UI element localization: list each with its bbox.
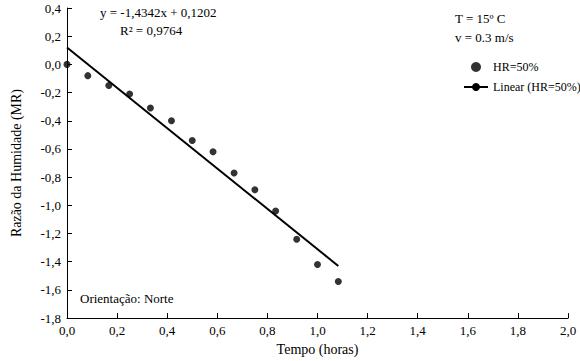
svg-text:-0,6: -0,6: [40, 141, 61, 156]
svg-text:1,8: 1,8: [510, 323, 526, 338]
svg-text:0,4: 0,4: [45, 1, 62, 16]
svg-text:-1,4: -1,4: [40, 254, 61, 269]
svg-text:0,2: 0,2: [109, 323, 125, 338]
svg-text:0,8: 0,8: [259, 323, 275, 338]
svg-text:Tempo (horas): Tempo (horas): [277, 342, 359, 358]
svg-text:0,0: 0,0: [45, 57, 61, 72]
svg-text:T = 15º C: T = 15º C: [455, 11, 506, 26]
svg-text:1,4: 1,4: [410, 323, 427, 338]
svg-text:1,2: 1,2: [359, 323, 375, 338]
svg-text:R² = 0,9764: R² = 0,9764: [120, 23, 183, 38]
svg-text:Orientação: Norte: Orientação: Norte: [80, 291, 174, 306]
svg-text:2,0: 2,0: [560, 323, 576, 338]
svg-text:1,0: 1,0: [309, 323, 325, 338]
svg-text:-1,0: -1,0: [40, 198, 61, 213]
svg-text:0,4: 0,4: [159, 323, 176, 338]
svg-text:-1,6: -1,6: [40, 282, 61, 297]
svg-text:-0,4: -0,4: [40, 113, 61, 128]
svg-text:-1,2: -1,2: [40, 226, 61, 241]
svg-text:y = -1,4342x + 0,1202: y = -1,4342x + 0,1202: [100, 5, 217, 20]
svg-text:-0,2: -0,2: [40, 85, 61, 100]
svg-text:-1,8: -1,8: [40, 310, 61, 326]
svg-text:Linear (HR=50%): Linear (HR=50%): [493, 80, 580, 94]
svg-text:0,6: 0,6: [209, 323, 226, 338]
svg-text:0,2: 0,2: [45, 29, 61, 44]
svg-text:-0,8: -0,8: [40, 170, 61, 185]
svg-text:v = 0.3 m/s: v = 0.3 m/s: [455, 30, 514, 45]
svg-text:Razão da Humidade (MR): Razão da Humidade (MR): [9, 89, 25, 237]
svg-text:0,0: 0,0: [59, 323, 75, 338]
svg-text:1,6: 1,6: [460, 323, 477, 338]
svg-text:HR=50%: HR=50%: [493, 60, 538, 74]
